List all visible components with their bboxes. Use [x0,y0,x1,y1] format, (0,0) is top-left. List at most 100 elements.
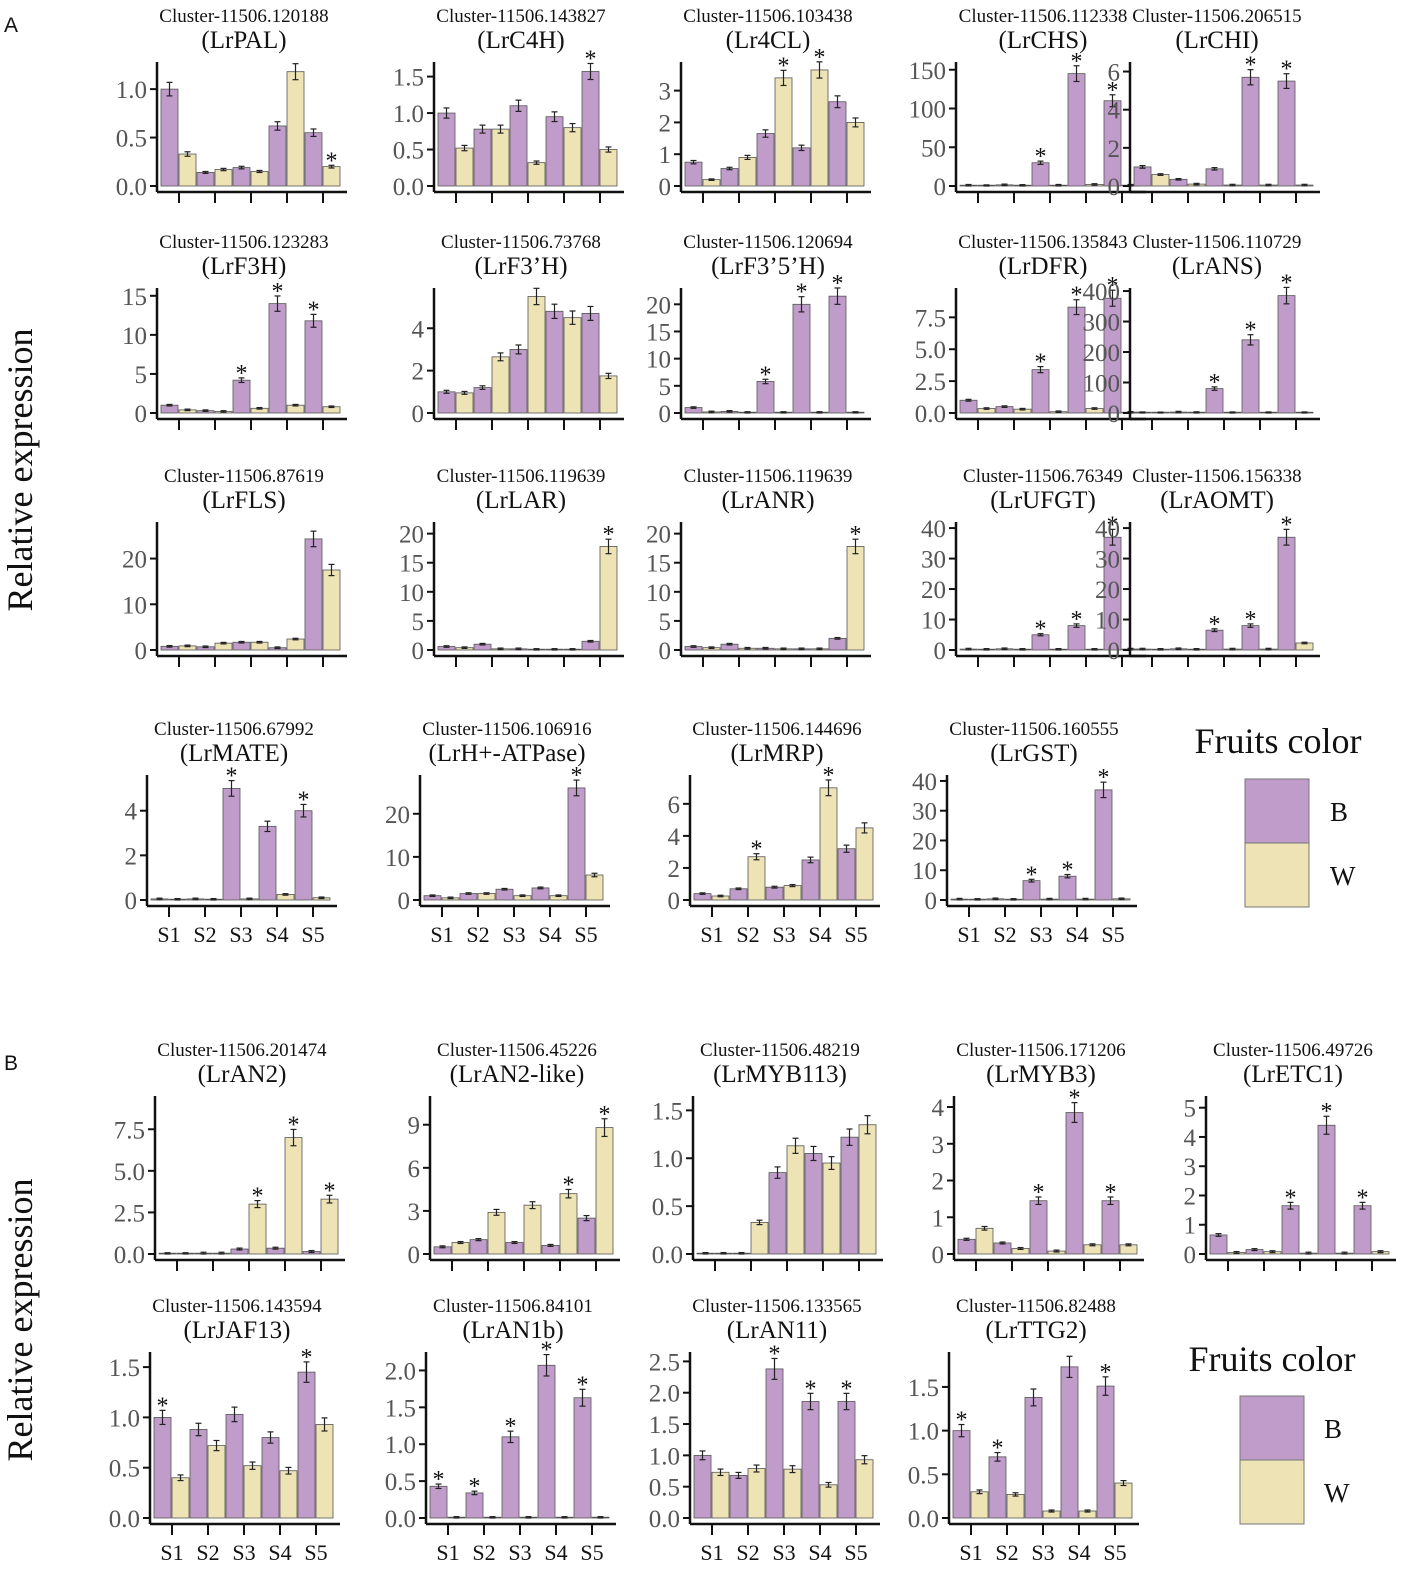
significance-star: * [301,1345,313,1371]
significance-star: * [1071,607,1083,633]
x-tick-label: S4 [1067,1540,1090,1565]
chart-21: Cluster-11506.48219(LrMYB113) 0.0 0.5 1.0 1.… [652,1040,883,1271]
gene-label: (LrH+-ATPase) [428,740,585,767]
bar-B-S5 [567,787,586,901]
gene-label: (LrANS) [1172,253,1262,280]
y-tick-label: 10 [646,580,671,607]
bar-B-S5 [828,295,847,414]
bar-B-S3 [1281,1205,1300,1255]
y-tick-label: 40 [921,516,946,543]
y-tick-label: 1 [932,1205,945,1232]
x-tick-label: S5 [304,1540,327,1565]
bar-B-S5 [837,1401,856,1519]
significance-star: * [992,1436,1004,1462]
y-tick-label: 5.0 [915,337,946,364]
gene-label: (LrTTG2) [985,1317,1086,1344]
chart-title: Cluster-11506.45226 [437,1040,597,1061]
gene-label: (LrMATE) [180,740,288,767]
legend-key-w: W [1324,1478,1350,1508]
y-tick-label: 20 [385,802,410,829]
bar-B-S4 [792,303,811,414]
bar-W-S2 [491,356,510,414]
y-tick-label: 1.5 [652,1098,683,1125]
bar-W-S4 [819,787,838,901]
bar-B-S5 [1353,1205,1372,1255]
y-tick-label: 2 [659,110,672,137]
chart-title: Cluster-11506.144696 [692,719,861,740]
bar-B-S5 [837,848,856,901]
y-tick-label: 100 [1083,371,1121,398]
x-tick-label: S2 [995,1540,1018,1565]
y-tick-label: 10 [122,323,147,350]
legend-a: Fruits color B W [1195,721,1362,908]
bar-B-S5 [304,538,323,651]
x-tick-label: S5 [1103,1540,1126,1565]
bar-B-S3 [232,167,251,187]
chart-2: Cluster-11506.103438(Lr4CL) 0 1 2 3 * * [659,6,871,203]
bar-W-S1 [1151,174,1170,187]
bar-B-S3 [765,1368,784,1519]
gene-label: (LrF3H) [202,253,287,280]
bar-B-S2 [720,168,739,187]
y-tick-label: 10 [122,592,147,619]
y-tick-label: 5 [412,609,425,636]
significance-star: * [308,297,320,323]
y-tick-label: 2.5 [114,1200,145,1227]
significance-star: * [236,361,248,387]
bar-W-S3 [786,1145,805,1255]
significance-star: * [1321,1099,1333,1125]
chart-20: Cluster-11506.45226(LrAN2-like) 0 3 6 9 * * [408,1040,620,1271]
chart-26: Cluster-11506.133565(LrAN11) 0.0 0.5 1.0 1.5… [649,1296,880,1565]
bar-W-S4 [279,1470,298,1519]
y-tick-label: 0.5 [109,1456,140,1483]
y-tick-label: 0 [925,888,938,915]
legend-key-b: B [1330,797,1348,827]
y-tick-label: 0.0 [908,1506,939,1533]
bar-W-S5 [855,827,874,901]
y-tick-label: 200 [1083,340,1121,367]
x-tick-label: S1 [160,1540,183,1565]
x-tick-label: S1 [157,922,180,947]
y-tick-label: 2.0 [385,1358,416,1385]
chart-title: Cluster-11506.103438 [683,6,852,27]
legend-swatch-b [1244,778,1310,844]
y-tick-label: 0 [1184,1242,1197,1269]
bar-B-S4 [545,310,564,414]
y-tick-label: 5 [135,362,148,389]
bar-B-S1 [437,391,456,414]
y-tick-label: 10 [399,580,424,607]
x-tick-label: S5 [1101,922,1124,947]
significance-star: * [1035,617,1047,643]
x-tick-label: S4 [544,1540,567,1565]
y-tick-label: 0 [412,401,425,428]
chart-title: Cluster-11506.120188 [159,6,328,27]
significance-star: * [1105,1180,1117,1206]
chart-title: Cluster-11506.135843 [958,232,1127,253]
y-tick-label: 0 [934,638,947,665]
chart-16: Cluster-11506.106916(LrH+-ATPase) 0 10 20 * S… [385,719,610,947]
bar-B-S4 [804,1153,823,1255]
significance-star: * [956,1408,968,1434]
significance-star: * [1107,78,1119,104]
significance-star: * [1209,370,1221,396]
x-tick-label: S4 [808,1540,831,1565]
gene-label: (LrAN2) [198,1061,287,1088]
bar-B-S4 [1060,1366,1079,1519]
bar-W-S5 [315,1424,334,1519]
significance-star: * [1100,1360,1112,1386]
bar-W-S5 [599,149,618,187]
chart-title: Cluster-11506.82488 [956,1296,1116,1317]
y-tick-label: 0.0 [649,1506,680,1533]
bar-B-S1 [957,1238,976,1255]
y-tick-label: 2 [412,359,425,386]
bar-B-S1 [959,399,978,414]
gene-label: (LrLAR) [476,487,566,514]
significance-star: * [841,1376,853,1402]
chart-title: Cluster-11506.76349 [963,466,1123,487]
y-tick-label: 15 [646,319,671,346]
bar-B-S4 [792,147,811,187]
chart-8: Cluster-11506.135843(LrDFR) 0.0 2.5 5.0 7.5 *… [915,232,1146,430]
chart-title: Cluster-11506.201474 [157,1040,327,1061]
